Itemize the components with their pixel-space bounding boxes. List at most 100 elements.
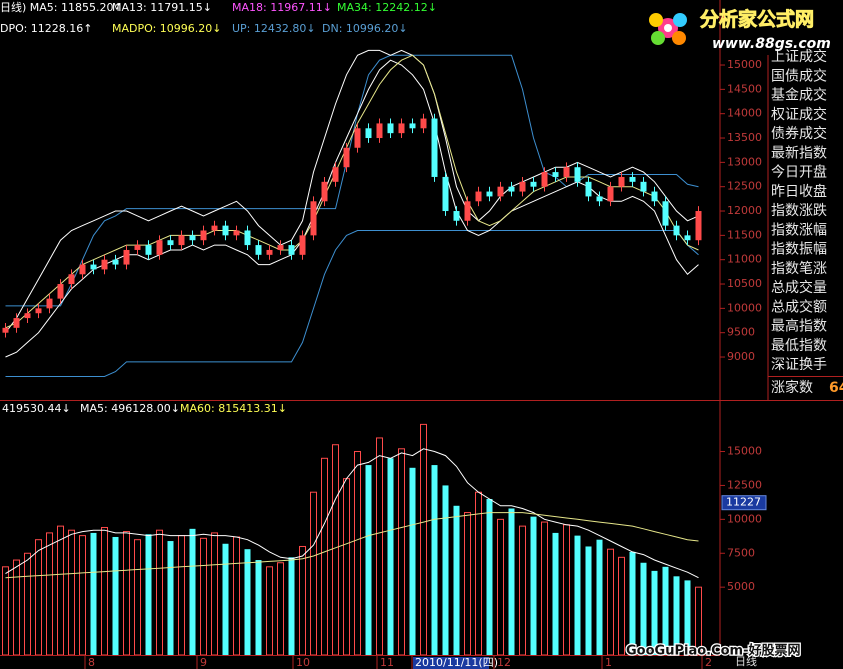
date-label: 1	[605, 656, 612, 669]
legend-entry: UP: 12432.80↓	[232, 22, 316, 35]
indicator-line	[5, 49, 699, 334]
sidebar-item: 指数笔涨	[771, 261, 827, 277]
watermark-url: www.88gs.com	[712, 36, 831, 52]
volume-bar	[156, 529, 163, 655]
indicator-line	[5, 54, 699, 307]
volume-bar	[101, 526, 108, 655]
candle-body	[420, 118, 427, 129]
volume-bar	[145, 534, 152, 655]
last-value-label: 11227	[726, 496, 761, 509]
sidebar-item: 国债成交	[771, 67, 827, 84]
sidebar-item: 今日开盘	[771, 164, 827, 181]
candle-body	[662, 201, 669, 226]
candle-body	[277, 245, 284, 250]
candle-body	[200, 230, 207, 241]
legend-entry: 日线) MA5: 11855.20↑	[0, 0, 123, 14]
candle-body	[541, 172, 548, 187]
volume-bar	[442, 485, 449, 655]
sidebar-item: 债券成交	[771, 125, 827, 142]
candle-body	[431, 118, 438, 177]
y-tick-label: 11500	[727, 228, 762, 241]
candle-body	[68, 274, 75, 285]
volume-bar	[200, 537, 207, 655]
candle-body	[299, 235, 306, 255]
date-label: 11	[380, 656, 394, 669]
volume-bar	[453, 505, 460, 655]
sidebar-item: 指数涨跌	[771, 203, 827, 219]
candle-body	[574, 167, 581, 182]
indicator-line	[5, 230, 699, 377]
sidebar-item: 最高指数	[771, 318, 827, 335]
y-tick-label: 9500	[727, 326, 755, 339]
date-label: 2	[705, 656, 712, 669]
volume-bar	[343, 478, 350, 655]
volume-bar	[409, 467, 416, 655]
candle-body	[354, 128, 361, 148]
candle-body	[585, 181, 592, 197]
candle-body	[651, 191, 658, 202]
volume-bar	[684, 580, 691, 655]
candle-body	[497, 186, 504, 197]
volume-bar	[398, 448, 405, 655]
volume-bar	[233, 536, 240, 655]
candle-body	[508, 186, 515, 192]
volume-bar	[640, 562, 647, 655]
sidebar-item: 指数振幅	[771, 242, 827, 258]
y-tick-label: 9000	[727, 350, 755, 363]
volume-bar	[376, 437, 383, 655]
candle-body	[211, 225, 218, 231]
legend-entry: 419530.44↓	[2, 402, 71, 415]
volume-bar	[2, 566, 9, 655]
volume-bar	[266, 566, 273, 655]
sidebar-item: 基金成交	[771, 87, 827, 104]
volume-bar	[618, 556, 625, 655]
legend-entry: MADPO: 10996.20↓	[112, 22, 222, 35]
volume-bar	[420, 423, 427, 655]
volume-bar	[112, 536, 119, 655]
legend-entry: MA5: 496128.00↓	[80, 402, 180, 415]
legend-entry: MA13: 11791.15↓	[112, 1, 212, 14]
volume-bar	[387, 458, 394, 655]
volume-bar	[288, 557, 295, 655]
volume-bar	[541, 521, 548, 655]
volume-bar	[354, 451, 361, 655]
volume-bar	[563, 524, 570, 655]
y-tick-label: 12000	[727, 204, 762, 217]
candle-body	[618, 176, 625, 187]
volume-bar	[222, 543, 229, 655]
date-label: 2010/11/11(四)	[415, 656, 498, 669]
sidebar-footer-value: 64	[829, 380, 843, 396]
date-label: 12	[497, 656, 511, 669]
volume-bar	[508, 508, 515, 655]
candle-body	[629, 176, 636, 182]
volume-bar	[673, 576, 680, 655]
y-tick-label: 7500	[727, 546, 755, 559]
volume-pane	[2, 423, 702, 655]
volume-bar	[629, 551, 636, 655]
y-tick-label: 12500	[727, 478, 762, 491]
volume-bar	[35, 539, 42, 655]
date-label: 9	[200, 656, 207, 669]
volume-bar	[79, 535, 86, 655]
volume-bar	[90, 532, 97, 655]
indicator-line	[5, 512, 699, 579]
candle-body	[112, 259, 119, 265]
volume-bar	[277, 562, 284, 655]
candle-body	[79, 264, 86, 275]
price-pane	[2, 49, 702, 377]
volume-bar	[46, 532, 53, 655]
volume-bar	[530, 516, 537, 655]
candle-body	[398, 123, 405, 134]
candle-body	[255, 245, 262, 255]
candle-body	[35, 308, 42, 314]
candle-body	[519, 181, 526, 192]
sidebar-item: 权证成交	[771, 106, 827, 123]
date-label: 8	[88, 656, 95, 669]
volume-bar	[57, 525, 64, 655]
volume-bar	[332, 444, 339, 655]
sidebar-footer-label: 涨家数	[771, 379, 813, 396]
volume-bar	[321, 457, 328, 655]
watermark-title: 分析家公式网	[700, 8, 814, 31]
volume-bar	[134, 539, 141, 655]
